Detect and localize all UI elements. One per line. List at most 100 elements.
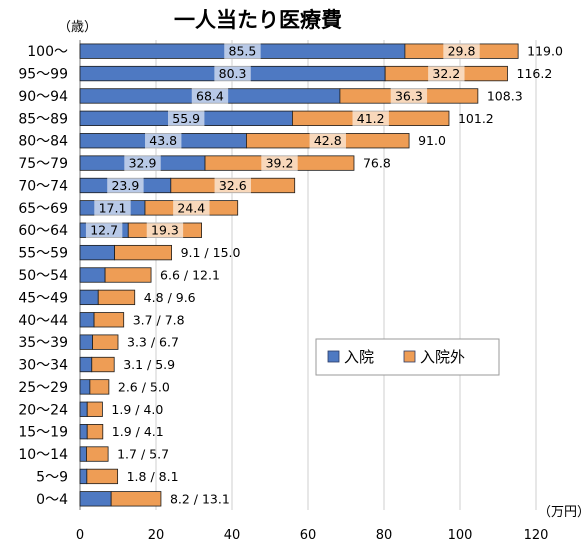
data-label: 12.7	[90, 223, 118, 238]
bar-inpatient	[79, 334, 93, 350]
bar-outpatient	[86, 468, 119, 485]
chart-title: 一人当たり医療費	[174, 8, 342, 32]
data-label-bg	[352, 110, 389, 127]
data-label-bg	[85, 222, 123, 239]
bar-outpatient	[97, 289, 136, 306]
category-label: 50～54	[18, 268, 68, 284]
bar-outpatient	[86, 446, 109, 462]
bar-outpatient	[91, 356, 115, 373]
x-tick-label: 60	[300, 528, 317, 543]
data-label-bg	[145, 132, 182, 149]
data-label: 55.9	[172, 111, 200, 126]
data-label-bg	[443, 43, 480, 60]
x-tick-label: 0	[76, 528, 84, 543]
total-label: 2.6 / 5.0	[118, 379, 170, 394]
data-label-bg	[107, 177, 144, 194]
bar-inpatient	[79, 424, 88, 440]
total-label: 76.8	[363, 156, 391, 171]
x-axis-unit: （万円）	[538, 505, 586, 520]
category-label: 95～99	[18, 67, 68, 83]
data-label: 85.5	[229, 44, 257, 59]
bar-inpatient	[79, 379, 91, 395]
total-label: 1.9 / 4.1	[112, 424, 164, 439]
data-label: 17.1	[99, 200, 127, 215]
bar-outpatient	[93, 312, 125, 328]
bar-outpatient	[86, 424, 104, 440]
data-label-bg	[146, 222, 184, 239]
total-label: 1.9 / 4.0	[111, 402, 163, 417]
total-label: 3.3 / 6.7	[127, 335, 179, 350]
category-label: 70～74	[18, 178, 68, 194]
data-label: 36.3	[395, 88, 423, 103]
total-label: 6.6 / 12.1	[160, 268, 220, 283]
bar-inpatient	[79, 491, 112, 507]
data-label-bg	[124, 155, 161, 172]
category-label: 60～64	[18, 223, 68, 239]
data-label: 24.4	[177, 200, 205, 215]
bars: 85.5 29.8 119.0 80.3 32.2 116.2 68.4 36.3 108.3 5…	[79, 43, 563, 507]
total-label: 8.2 / 13.1	[170, 491, 230, 506]
total-label: 3.1 / 5.9	[123, 357, 175, 372]
bar-outpatient	[92, 334, 119, 350]
category-label: 30～34	[18, 358, 68, 374]
category-labels: 100～ 95～99 90～94 85～89 80～84 75～79 70～74 65～69 6…	[18, 44, 68, 508]
data-label-bg	[390, 87, 428, 104]
data-label-bg	[168, 110, 205, 127]
total-label: 108.3	[487, 88, 523, 103]
data-label-bg	[94, 199, 131, 216]
category-label: 15～19	[18, 425, 68, 441]
total-label: 3.7 / 7.8	[133, 312, 185, 327]
bar-inpatient	[79, 267, 106, 283]
data-label: 32.6	[219, 178, 247, 193]
category-label: 5～9	[36, 469, 68, 485]
bar-inpatient	[79, 312, 95, 328]
category-label: 55～59	[18, 246, 68, 262]
data-label: 41.2	[357, 111, 385, 126]
category-label: 90～94	[18, 89, 68, 105]
data-label-bg	[428, 65, 465, 82]
legend-label-outpatient: 入院外	[420, 348, 465, 366]
total-label: 116.2	[517, 66, 553, 81]
bar-outpatient	[104, 267, 152, 283]
bar-outpatient	[86, 401, 103, 417]
total-label: 1.7 / 5.7	[117, 447, 169, 462]
data-label-bg	[261, 155, 298, 172]
category-label: 10～14	[18, 447, 68, 463]
bar-outpatient	[110, 491, 162, 507]
category-label: 75～79	[18, 156, 68, 172]
data-label: 32.9	[129, 156, 157, 171]
total-label: 91.0	[418, 133, 446, 148]
data-label: 19.3	[151, 223, 179, 238]
category-label: 25～29	[18, 380, 68, 396]
y-axis-unit: （歳）	[58, 20, 97, 35]
total-label: 101.2	[458, 111, 494, 126]
bar-inpatient	[79, 446, 87, 462]
category-label: 40～44	[18, 313, 68, 329]
x-tick-label: 80	[376, 528, 393, 543]
total-label: 119.0	[527, 44, 563, 59]
x-tick-label: 20	[148, 528, 165, 543]
data-label: 23.9	[111, 178, 139, 193]
legend-swatch-outpatient	[403, 350, 416, 363]
total-label: 1.8 / 8.1	[127, 469, 179, 484]
bar-outpatient	[89, 379, 110, 395]
data-label-bg	[173, 199, 210, 216]
category-label: 20～24	[18, 402, 68, 418]
bar-outpatient	[114, 244, 172, 261]
legend-box	[315, 338, 500, 376]
data-label-bg	[191, 87, 229, 104]
total-label: 9.1 / 15.0	[181, 245, 241, 260]
data-label: 68.4	[196, 88, 224, 103]
data-label-bg	[309, 132, 346, 149]
bar-inpatient	[79, 244, 115, 261]
bar-inpatient	[79, 401, 88, 417]
data-label: 32.2	[432, 66, 460, 81]
legend-swatch-inpatient	[327, 350, 340, 363]
bar-inpatient	[79, 356, 93, 373]
data-label: 29.8	[448, 44, 476, 59]
data-label: 80.3	[219, 66, 247, 81]
x-tick-label: 100	[448, 528, 473, 543]
category-label: 45～49	[18, 290, 68, 306]
category-label: 85～89	[18, 111, 68, 127]
